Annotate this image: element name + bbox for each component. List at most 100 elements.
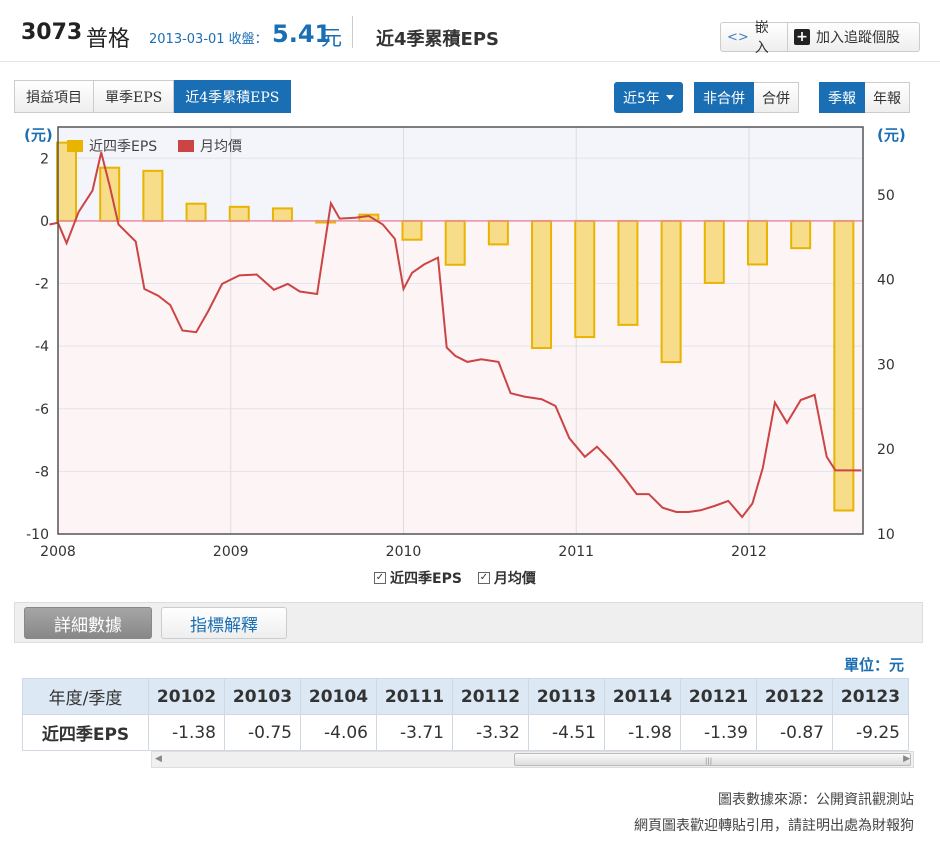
legend-swatch-eps — [67, 140, 83, 152]
stock-code: 3073 — [21, 20, 83, 45]
table-column-header: 20123 — [832, 678, 909, 715]
page-title: 近4季累積EPS — [376, 29, 499, 50]
table-cell: -9.25 — [832, 714, 909, 751]
checkbox-icon[interactable]: ✓ — [477, 572, 490, 584]
chart-series-toggles: ✓ 近四季EPS ✓ 月均價 — [374, 568, 536, 588]
tab-income-items[interactable]: 損益項目 — [14, 80, 94, 113]
add-to-watchlist-button[interactable]: + 加入追蹤個股 — [788, 22, 920, 52]
scroll-right-icon[interactable]: ▶ — [903, 754, 910, 764]
table-column-header: 20111 — [376, 678, 453, 715]
plus-icon: + — [794, 29, 810, 45]
table-column-header: 20104 — [300, 678, 377, 715]
x-tick-label: 2010 — [386, 544, 422, 560]
embed-icon: <> — [727, 29, 749, 45]
eps-bar — [703, 219, 725, 284]
eps-bar — [271, 207, 293, 222]
table-scrollbar[interactable]: ◀ ||| ▶ — [151, 751, 914, 768]
watchlist-label: 加入追蹤個股 — [816, 30, 900, 46]
table-column-header: 20102 — [148, 678, 225, 715]
grip-icon: ||| — [705, 757, 713, 765]
y-left-tick-label: 2 — [40, 151, 49, 167]
table-cell: -3.32 — [452, 714, 529, 751]
x-tick-label: 2009 — [213, 544, 249, 560]
non-consolidated-button[interactable]: 非合併 — [694, 82, 754, 113]
tab-quarterly-eps[interactable]: 單季EPS — [94, 80, 175, 113]
table-cell: -1.39 — [680, 714, 757, 751]
y-right-tick-label: 40 — [877, 273, 895, 289]
price-date: 2013-03-01 收盤： — [149, 32, 268, 47]
header-divider — [352, 16, 353, 48]
table-cell: -1.98 — [604, 714, 681, 751]
y-left-axis-label: (元) — [24, 126, 53, 144]
price-unit: 元 — [321, 26, 342, 50]
table-row: 近四季EPS -1.38 -0.75 -4.06 -3.71 -3.32 -4.51 -1.… — [22, 714, 909, 751]
page-header: 3073 普格 2013-03-01 收盤： 5.41 元 近4季累積EPS <… — [0, 0, 940, 62]
legend-label-price: 月均價 — [200, 138, 242, 155]
frequency-toggle: 季報 年報 — [819, 82, 910, 113]
table-column-header: 20113 — [528, 678, 605, 715]
eps-data-table: 年度/季度 20102 20103 20104 20111 20112 20113 2011… — [22, 678, 909, 751]
table-cell: -4.06 — [300, 714, 377, 751]
y-right-tick-label: 10 — [877, 527, 895, 543]
toggle-price-label: 月均價 — [493, 571, 536, 587]
y-left-tick-label: 0 — [40, 214, 49, 230]
table-column-header: 20114 — [604, 678, 681, 715]
eps-bar — [531, 219, 553, 350]
table-column-header: 20103 — [224, 678, 301, 715]
legend-label-eps: 近四季EPS — [89, 139, 157, 155]
range-dropdown[interactable]: 近5年 — [614, 82, 683, 113]
eps-bar — [487, 219, 509, 246]
scroll-left-icon[interactable]: ◀ — [155, 754, 162, 764]
consolidated-button[interactable]: 合併 — [754, 82, 799, 113]
y-left-tick-label: -4 — [35, 339, 49, 355]
eps-chart: 2 0 -2 -4 -6 -8 -10 50 40 30 20 10 2008 2009 2010 2011 2… — [0, 118, 940, 596]
table-cell: -1.38 — [148, 714, 225, 751]
x-tick-label: 2012 — [731, 544, 767, 560]
y-left-tick-label: -10 — [26, 527, 49, 543]
eps-bar — [574, 219, 596, 339]
table-column-header: 20112 — [452, 678, 529, 715]
table-column-header: 20121 — [680, 678, 757, 715]
range-selector: 近5年 — [614, 82, 683, 113]
plot-background-negative — [58, 220, 863, 534]
eps-bar — [833, 219, 855, 512]
report-tabs: 損益項目 單季EPS 近4季累積EPS — [14, 80, 292, 113]
x-tick-label: 2008 — [40, 544, 76, 560]
scroll-thumb[interactable]: ||| — [514, 753, 911, 766]
table-cell: -0.75 — [224, 714, 301, 751]
stock-name: 普格 — [86, 27, 131, 52]
citation-note: 網頁圖表歡迎轉貼引用，請註明出處為財報狗 — [634, 818, 914, 834]
table-column-header: 20122 — [756, 678, 833, 715]
y-right-tick-label: 20 — [877, 442, 895, 458]
x-tick-label: 2011 — [558, 544, 594, 560]
toggle-eps-series[interactable]: ✓ 近四季EPS — [374, 568, 462, 588]
checkbox-icon[interactable]: ✓ — [374, 572, 386, 584]
tab-detail-data[interactable]: 詳細數據 — [24, 607, 152, 639]
plot-border — [57, 126, 864, 535]
tab-4q-cumulative-eps[interactable]: 近4季累積EPS — [174, 80, 292, 113]
legend-swatch-price — [178, 140, 194, 152]
y-left-tick-label: -8 — [35, 464, 49, 480]
eps-bar — [444, 219, 466, 266]
table-cell: -3.71 — [376, 714, 453, 751]
price-line — [49, 152, 862, 519]
embed-label: 嵌入 — [754, 20, 769, 56]
unit-label: 單位：元 — [844, 656, 905, 674]
data-source-note: 圖表數據來源：公開資訊觀測站 — [718, 792, 914, 808]
y-left-tick-label: -6 — [35, 402, 49, 418]
quarterly-button[interactable]: 季報 — [819, 82, 865, 113]
toggle-price-series[interactable]: ✓ 月均價 — [477, 568, 536, 588]
eps-bar — [746, 219, 768, 266]
closing-price: 5.41 — [272, 20, 332, 48]
table-row-header: 年度/季度 — [22, 678, 149, 715]
eps-bar — [790, 219, 812, 250]
eps-bar — [660, 219, 682, 364]
eps-bar — [228, 205, 250, 222]
detail-tabs-bar: 詳細數據 指標解釋 — [14, 602, 923, 643]
tab-indicator-explanation[interactable]: 指標解釋 — [161, 607, 287, 639]
y-right-tick-label: 50 — [877, 188, 895, 204]
embed-button[interactable]: <> 嵌入 — [720, 20, 788, 56]
y-right-axis-label: (元) — [877, 126, 906, 144]
annual-button[interactable]: 年報 — [865, 82, 910, 113]
